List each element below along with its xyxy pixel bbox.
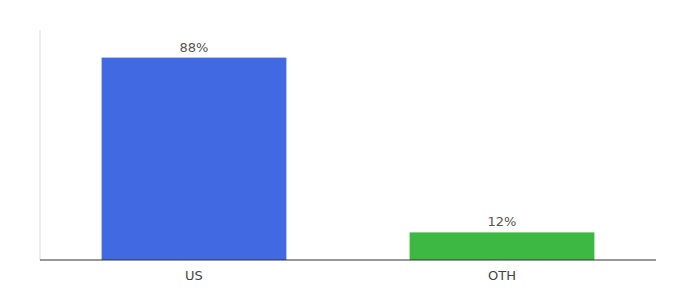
page: {"chart_data": {"type": "bar", "categori… bbox=[0, 0, 680, 300]
x-tick-label: US bbox=[185, 268, 203, 283]
bar bbox=[410, 232, 595, 260]
x-tick-label: OTH bbox=[488, 268, 516, 283]
data-label: 12% bbox=[488, 214, 517, 229]
data-label: 88% bbox=[180, 40, 209, 55]
x-axis-line bbox=[40, 260, 656, 261]
y-axis-line bbox=[40, 30, 41, 260]
x-tick-labels: US OTH bbox=[185, 268, 516, 283]
bar bbox=[102, 58, 287, 260]
bars bbox=[102, 58, 595, 260]
chart-container: 88% 12% US OTH bbox=[0, 0, 680, 300]
chart-svg: 88% 12% US OTH bbox=[0, 0, 680, 300]
data-labels: 88% 12% bbox=[180, 40, 517, 230]
